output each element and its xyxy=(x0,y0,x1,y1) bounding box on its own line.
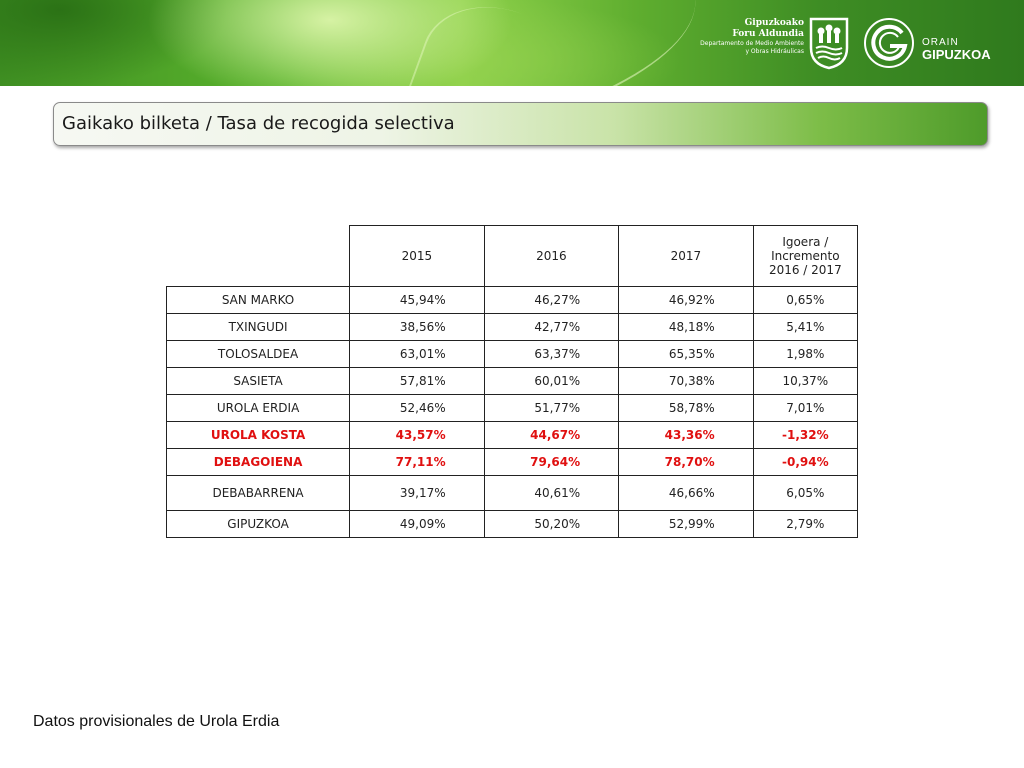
value-2015: 39,17% xyxy=(349,475,485,511)
footnote: Datos provisionales de Urola Erdia xyxy=(33,713,280,730)
organization-name: Gipuzkoako Foru Aldundia Departamento de… xyxy=(692,18,804,56)
value-2016: 42,77% xyxy=(483,313,620,341)
value-2017: 43,36% xyxy=(618,421,754,449)
value-2015: 49,09% xyxy=(349,510,485,538)
value-increment: 0,65% xyxy=(752,286,859,314)
value-2016: 40,61% xyxy=(483,475,620,511)
value-increment: 5,41% xyxy=(752,313,859,341)
table-corner-cell xyxy=(166,225,351,287)
org-line-4: y Obras Hidráulicas xyxy=(745,48,804,55)
value-2015: 45,94% xyxy=(349,286,485,314)
value-2017: 52,99% xyxy=(618,510,754,538)
row-label: SAN MARKO xyxy=(165,286,351,314)
column-header-2016: 2016 xyxy=(483,225,620,287)
org-line-1: Gipuzkoako xyxy=(744,18,804,28)
value-2016: 60,01% xyxy=(483,367,620,395)
column-header-2015: 2015 xyxy=(349,225,485,287)
org-line-3: Departamento de Medio Ambiente xyxy=(700,40,804,47)
value-2017: 46,66% xyxy=(618,475,754,511)
table-row-highlighted: DEBAGOIENA 77,11% 79,64% 78,70% -0,94% xyxy=(165,448,859,476)
value-2015: 43,57% xyxy=(349,421,485,449)
value-2016: 44,67% xyxy=(483,421,620,449)
increment-header-line-2: Incremento xyxy=(771,249,840,263)
value-2017: 48,18% xyxy=(618,313,754,341)
table-row: SASIETA 57,81% 60,01% 70,38% 10,37% xyxy=(165,367,859,395)
value-2015: 38,56% xyxy=(349,313,485,341)
value-2017: 65,35% xyxy=(618,340,754,368)
coat-of-arms-icon xyxy=(809,17,849,70)
value-increment: 7,01% xyxy=(752,394,859,422)
value-2015: 57,81% xyxy=(349,367,485,395)
table-header-row: 2015 2016 2017 Igoera / Incremento 2016 … xyxy=(166,225,859,287)
row-label: UROLA KOSTA xyxy=(165,421,351,449)
value-2015: 52,46% xyxy=(349,394,485,422)
value-2015: 63,01% xyxy=(349,340,485,368)
table-row: TXINGUDI 38,56% 42,77% 48,18% 5,41% xyxy=(165,313,859,341)
increment-header-line-3: 2016 / 2017 xyxy=(768,263,842,277)
brand-small-text: ORAIN xyxy=(922,37,959,48)
value-increment: 2,79% xyxy=(752,510,859,538)
value-2017: 46,92% xyxy=(618,286,754,314)
value-increment: -0,94% xyxy=(752,448,859,476)
title-bar: Gaikako bilketa / Tasa de recogida selec… xyxy=(53,102,988,146)
column-header-increment: Igoera / Incremento 2016 / 2017 xyxy=(752,225,859,287)
orain-gipuzkoa-logo-icon xyxy=(864,18,914,68)
value-increment: 10,37% xyxy=(752,367,859,395)
orain-gipuzkoa-wordmark: ORAIN GIPUZKOA xyxy=(922,38,991,62)
value-2016: 63,37% xyxy=(483,340,620,368)
value-increment: 6,05% xyxy=(752,475,859,511)
collection-rate-table: 2015 2016 2017 Igoera / Incremento 2016 … xyxy=(165,225,859,538)
header-banner: Gipuzkoako Foru Aldundia Departamento de… xyxy=(0,0,1024,86)
row-label: DEBAGOIENA xyxy=(165,448,351,476)
increment-header-line-1: Igoera / xyxy=(782,235,829,249)
table-row: TOLOSALDEA 63,01% 63,37% 65,35% 1,98% xyxy=(165,340,859,368)
table-row: DEBABARRENA 39,17% 40,61% 46,66% 6,05% xyxy=(165,475,859,511)
value-increment: 1,98% xyxy=(752,340,859,368)
value-2017: 58,78% xyxy=(618,394,754,422)
value-2017: 70,38% xyxy=(618,367,754,395)
row-label: UROLA ERDIA xyxy=(165,394,351,422)
org-line-2: Foru Aldundia xyxy=(732,29,804,39)
value-2017: 78,70% xyxy=(618,448,754,476)
brand-big-text: GIPUZKOA xyxy=(922,47,991,62)
page-title: Gaikako bilketa / Tasa de recogida selec… xyxy=(62,113,455,134)
value-2016: 79,64% xyxy=(483,448,620,476)
value-2016: 51,77% xyxy=(483,394,620,422)
row-label: TXINGUDI xyxy=(165,313,351,341)
value-2016: 50,20% xyxy=(483,510,620,538)
table-row-highlighted: UROLA KOSTA 43,57% 44,67% 43,36% -1,32% xyxy=(165,421,859,449)
row-label: DEBABARRENA xyxy=(165,475,351,511)
value-2016: 46,27% xyxy=(483,286,620,314)
table-row: SAN MARKO 45,94% 46,27% 46,92% 0,65% xyxy=(165,286,859,314)
column-header-2017: 2017 xyxy=(618,225,754,287)
value-increment: -1,32% xyxy=(752,421,859,449)
row-label: GIPUZKOA xyxy=(165,510,351,538)
row-label: SASIETA xyxy=(165,367,351,395)
value-2015: 77,11% xyxy=(349,448,485,476)
table-row-total: GIPUZKOA 49,09% 50,20% 52,99% 2,79% xyxy=(165,510,859,538)
row-label: TOLOSALDEA xyxy=(165,340,351,368)
table-row: UROLA ERDIA 52,46% 51,77% 58,78% 7,01% xyxy=(165,394,859,422)
